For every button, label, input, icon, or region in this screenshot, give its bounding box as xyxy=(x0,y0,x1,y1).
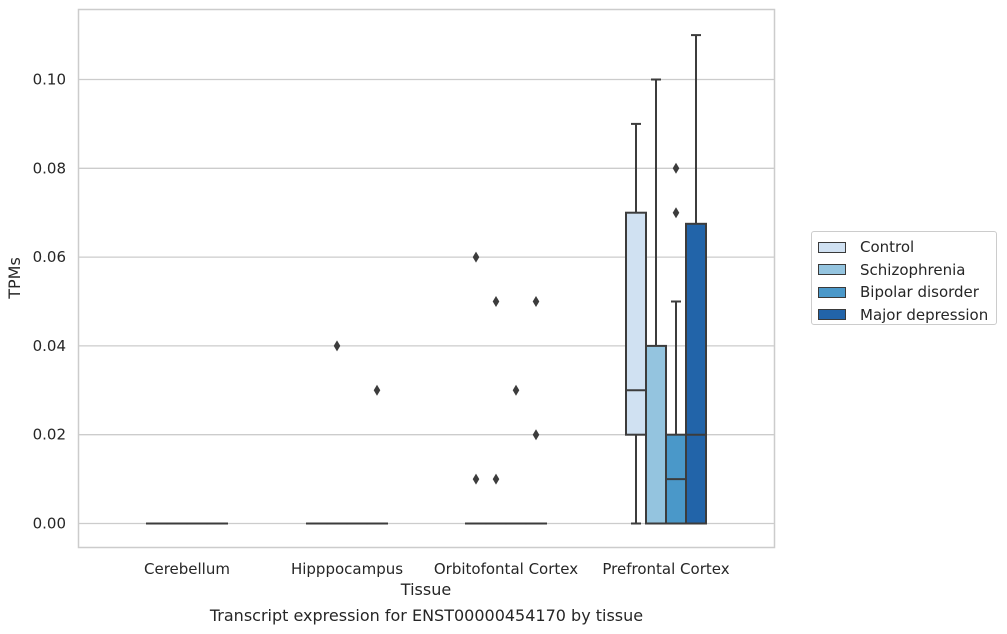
x-tick-label: Cerebellum xyxy=(144,560,230,578)
legend-item-bipolar-disorder: Bipolar disorder xyxy=(818,281,996,304)
outlier-point xyxy=(532,429,540,441)
legend-label: Major depression xyxy=(860,305,989,324)
box xyxy=(685,222,707,525)
legend-swatch-schizophrenia xyxy=(818,264,846,276)
x-tick-label: Orbitofontal Cortex xyxy=(434,560,578,578)
legend-swatch-control xyxy=(818,241,846,253)
box-plot-marks xyxy=(146,34,707,525)
legend-item-control: Control xyxy=(818,236,996,259)
x-tick-label: Hipppocampus xyxy=(291,560,403,578)
outlier-point xyxy=(333,340,341,352)
legend-label: Bipolar disorder xyxy=(860,283,979,302)
outlier-point xyxy=(472,473,480,485)
y-tick-label: 0.08 xyxy=(33,159,66,177)
outlier-point xyxy=(492,473,500,485)
x-axis-ticks: Cerebellum Hipppocampus Orbitofontal Corte… xyxy=(144,560,730,578)
figure-caption: Transcript expression for ENST0000045417… xyxy=(209,606,644,625)
outlier-point xyxy=(472,251,480,263)
outlier-point xyxy=(672,162,680,174)
x-tick-label: Prefrontal Cortex xyxy=(602,560,729,578)
box xyxy=(625,211,647,436)
box xyxy=(645,344,667,525)
legend-swatch-bipolar-disorder xyxy=(818,286,846,298)
outlier-point xyxy=(492,296,500,307)
legend-swatch-major-depression xyxy=(818,309,846,321)
outlier-point xyxy=(532,296,540,307)
x-axis-label: Tissue xyxy=(400,580,451,599)
outlier-point xyxy=(512,384,520,396)
outlier-point xyxy=(373,384,381,396)
plot-frame xyxy=(77,8,776,549)
y-tick-label: 0.02 xyxy=(33,426,66,444)
legend-item-schizophrenia: Schizophrenia xyxy=(818,259,996,282)
y-axis-ticks: 0.00 0.02 0.04 0.06 0.08 0.10 xyxy=(33,71,66,533)
legend: Control Schizophrenia Bipolar disorder M… xyxy=(811,231,997,325)
y-tick-label: 0.04 xyxy=(33,337,66,355)
outlier-point xyxy=(672,207,680,219)
legend-label: Control xyxy=(860,238,915,257)
y-tick-label: 0.00 xyxy=(33,515,66,533)
legend-item-major-depression: Major depression xyxy=(818,304,996,327)
y-tick-label: 0.10 xyxy=(33,71,66,89)
y-axis-label: TPMs xyxy=(5,257,24,300)
y-tick-label: 0.06 xyxy=(33,248,66,266)
legend-label: Schizophrenia xyxy=(860,260,966,279)
